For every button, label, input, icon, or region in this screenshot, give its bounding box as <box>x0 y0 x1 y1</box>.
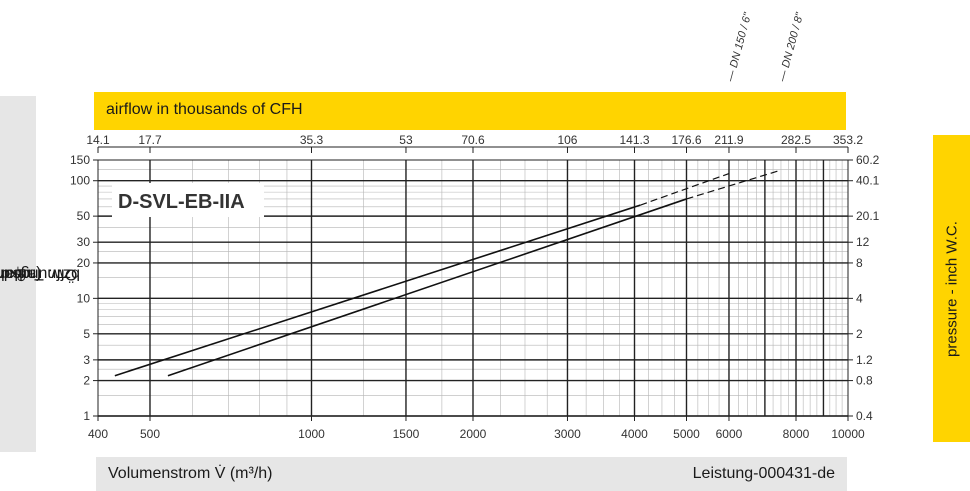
y-axis-right-label-band: pressure - inch W.C. <box>933 135 970 442</box>
x-tick-label: 2000 <box>460 427 487 441</box>
y-tick-label: 10 <box>77 291 91 305</box>
x-tick-label: 400 <box>88 427 108 441</box>
x-tick-label: 6000 <box>716 427 743 441</box>
x-axis-top-label-band: airflow in thousands of CFH <box>94 92 846 130</box>
y-right-tick-label: 20.1 <box>856 209 880 223</box>
y-right-tick-label: 4 <box>856 291 863 305</box>
x-top-tick-label: 53 <box>399 133 413 147</box>
y-axis-label-band: Öffnungsdruck PO bzw. Tankdruck PT (mbar… <box>0 96 80 452</box>
y-tick-label: 30 <box>77 235 91 249</box>
x-top-tick-label: 106 <box>557 133 577 147</box>
x-top-tick-label: 35.3 <box>300 133 324 147</box>
x-axis-label: Volumenstrom V̇ (m³/h) <box>108 465 273 482</box>
y-right-tick-label: 0.4 <box>856 409 873 423</box>
chart-title-box <box>112 183 264 217</box>
y-right-tick-label: 1.2 <box>856 353 873 367</box>
x-top-tick-label: 353.2 <box>833 133 863 147</box>
reference-code: Leistung-000431-de <box>692 465 835 482</box>
x-tick-label: 4000 <box>621 427 648 441</box>
x-tick-label: 5000 <box>673 427 700 441</box>
x-top-tick-label: 282.5 <box>781 133 811 147</box>
x-top-tick-label: 141.3 <box>619 133 649 147</box>
x-tick-label: 8000 <box>783 427 810 441</box>
y-tick-label: 3 <box>83 353 90 367</box>
series-line-solid <box>167 198 687 377</box>
x-axis-top-label: airflow in thousands of CFH <box>106 101 303 118</box>
x-top-tick-label: 211.9 <box>714 133 743 147</box>
y-right-tick-label: 0.8 <box>856 374 873 388</box>
series-label: — DN 200 / 8" <box>776 10 806 83</box>
series-line-dashed <box>640 173 730 206</box>
x-tick-label: 10000 <box>831 427 865 441</box>
y-tick-label: 1 <box>83 409 90 423</box>
y-tick-label: 5 <box>83 327 90 341</box>
x-tick-label: 1500 <box>393 427 420 441</box>
y-tick-label: 150 <box>70 153 90 167</box>
chart-title: D-SVL-EB-IIA <box>118 191 245 213</box>
y-tick-label: 100 <box>70 174 90 188</box>
y-tick-label: 20 <box>77 256 91 270</box>
y-right-tick-label: 2 <box>856 327 863 341</box>
x-top-tick-label: 14.1 <box>86 133 110 147</box>
y-right-tick-label: 8 <box>856 256 863 270</box>
y-tick-label: 2 <box>83 374 90 388</box>
y-right-tick-label: 40.1 <box>856 174 880 188</box>
x-tick-label: 3000 <box>554 427 581 441</box>
x-top-tick-label: 70.6 <box>461 133 485 147</box>
x-axis-label-band: Volumenstrom V̇ (m³/h) Leistung-000431-d… <box>96 457 847 491</box>
x-tick-label: 500 <box>140 427 160 441</box>
y-right-tick-label: 60.2 <box>856 153 880 167</box>
series-line-solid <box>114 204 641 377</box>
x-top-tick-label: 176.6 <box>671 133 701 147</box>
series-line-dashed <box>686 169 782 200</box>
y-tick-label: 50 <box>77 209 91 223</box>
x-top-tick-label: 17.7 <box>138 133 162 147</box>
series-label: — DN 150 / 6" <box>724 10 754 83</box>
y-right-tick-label: 12 <box>856 235 870 249</box>
x-tick-label: 1000 <box>298 427 325 441</box>
